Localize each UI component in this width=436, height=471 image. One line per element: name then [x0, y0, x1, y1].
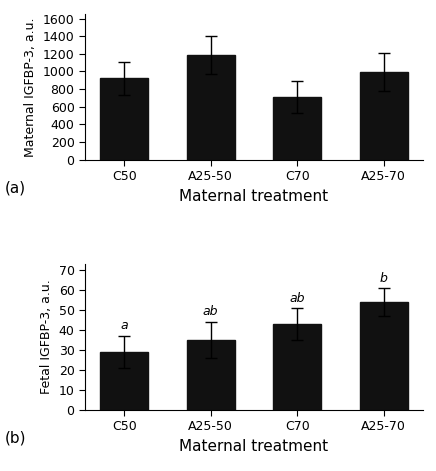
Y-axis label: Maternal IGFBP-3, a.u.: Maternal IGFBP-3, a.u.	[24, 17, 37, 157]
Text: (b): (b)	[4, 431, 26, 446]
Text: b: b	[380, 272, 388, 284]
Text: (a): (a)	[4, 181, 25, 196]
Bar	[187, 55, 235, 160]
Bar	[100, 79, 148, 160]
Bar	[273, 324, 321, 410]
X-axis label: Maternal treatment: Maternal treatment	[179, 188, 329, 203]
X-axis label: Maternal treatment: Maternal treatment	[179, 439, 329, 454]
Bar	[360, 302, 408, 410]
Y-axis label: Fetal IGFBP-3, a.u.: Fetal IGFBP-3, a.u.	[40, 280, 53, 394]
Text: ab: ab	[290, 292, 305, 305]
Bar	[360, 73, 408, 160]
Bar	[100, 352, 148, 410]
Text: a: a	[120, 319, 128, 333]
Text: ab: ab	[203, 306, 218, 318]
Bar	[187, 340, 235, 410]
Bar	[273, 97, 321, 160]
